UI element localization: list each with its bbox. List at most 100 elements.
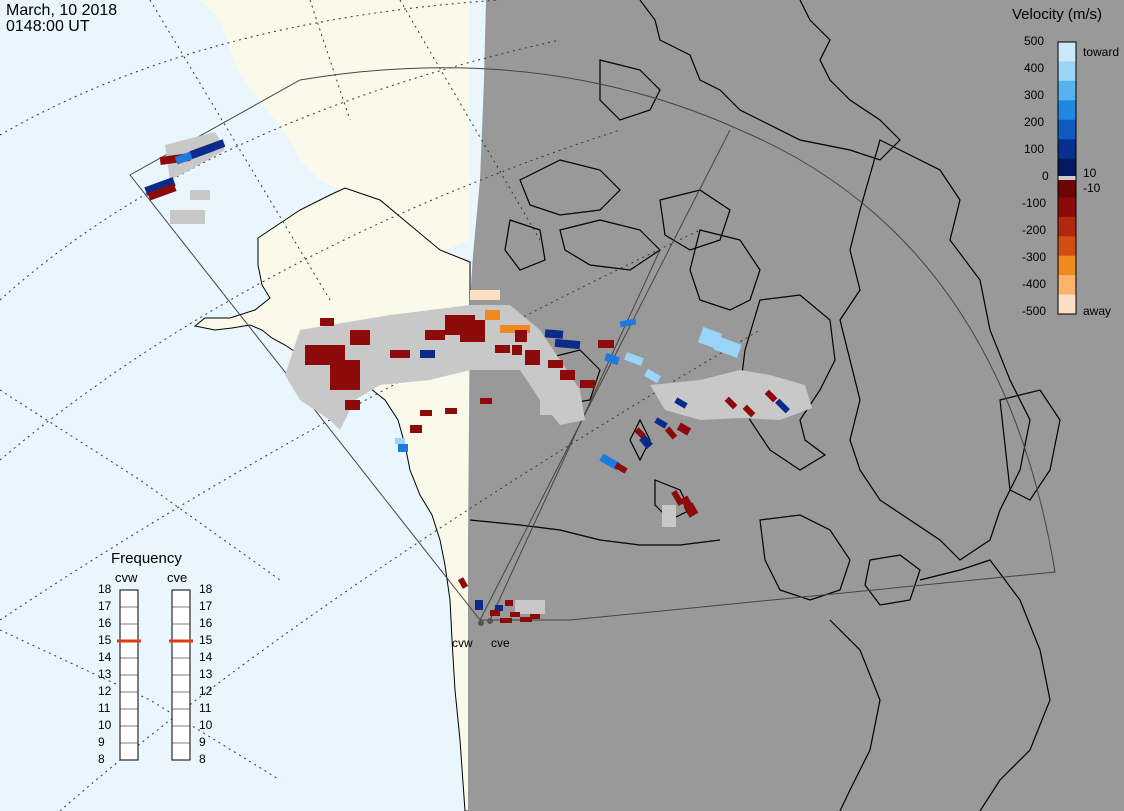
radar-sites [478,618,493,626]
velocity-colorbar [1057,41,1077,315]
velocity-tick-label: 200 [1024,115,1045,129]
frequency-tick-label: 15 [199,633,213,647]
velocity-cell [144,177,176,196]
frequency-tick-label: 9 [98,735,105,749]
frequency-tick-label: 13 [98,667,112,681]
velocity-cell [320,318,334,326]
velocity-cell [544,329,564,339]
velocity-cell [420,350,435,358]
velocity-cell [604,352,620,366]
toward-label: toward [1083,45,1120,59]
velocity-cell [639,434,653,450]
velocity-legend-title: Velocity (m/s) [1012,6,1103,23]
velocity-cell [505,600,513,606]
velocity-cell [485,310,500,320]
velocity-cell [580,380,595,388]
frequency-tick-label: 8 [98,752,105,766]
cve-radar-label: cve [167,570,188,585]
cve-frequency-marker [169,639,193,643]
velocity-cell [189,139,226,159]
velocity-cell [676,422,692,436]
coastlines-night [469,0,1061,811]
velocity-cell [395,438,405,444]
velocity-cell [390,350,410,358]
velocity-cell [634,427,646,439]
velocity-color-step [1058,275,1076,296]
velocity-cell [350,330,370,345]
velocity-tick-label: -500 [1022,304,1047,318]
velocity-cell [764,389,778,403]
velocity-cells [144,139,790,623]
velocity-cell [525,350,540,365]
velocity-cell [515,330,527,342]
velocity-cell [495,605,503,611]
velocity-tick-label: 500 [1024,34,1045,48]
velocity-cell [460,320,485,342]
velocity-color-step [1058,42,1076,62]
date-label: March, 10 2018 [6,2,118,19]
velocity-tick-label: -200 [1022,223,1047,237]
cvw-frequency-marker [117,639,141,643]
velocity-tick-label: 300 [1024,88,1045,102]
cve-site-marker [487,618,493,624]
velocity-cell [490,610,500,616]
frequency-legend-graphic [117,589,193,761]
velocity-cell [500,325,530,333]
velocity-cell [420,410,432,416]
velocity-cell [330,360,360,390]
velocity-tick-label: 0 [1042,169,1049,183]
frequency-tick-label: 18 [199,582,213,596]
frequency-tick-label: 16 [199,616,213,630]
velocity-cell [614,462,628,474]
cve-frequency-bar [169,589,193,761]
velocity-color-step [1058,178,1076,198]
velocity-cell [624,352,644,366]
frequency-tick-label: 15 [98,633,112,647]
velocity-cell [554,338,581,350]
velocity-tick-label: 10 [1083,166,1097,180]
velocity-cell [410,425,422,433]
frequency-tick-label: 12 [199,684,213,698]
velocity-cell [713,336,742,358]
velocity-cell [548,360,563,368]
velocity-cell [654,417,668,429]
frequency-tick-label: 16 [98,616,112,630]
velocity-cell [742,404,756,418]
velocity-cell [671,490,684,506]
velocity-cell [457,577,469,589]
velocity-color-step [1058,119,1076,140]
away-label: away [1083,304,1112,318]
velocity-cell [619,318,637,328]
velocity-tick-label: -100 [1022,196,1047,210]
velocity-cell [683,502,699,518]
velocity-color-step [1058,80,1076,101]
frequency-tick-label: 14 [199,650,213,664]
cvw-site-marker [478,620,484,626]
frequency-tick-label: 18 [98,582,112,596]
velocity-tick-label: -300 [1022,250,1047,264]
velocity-cell [470,290,500,300]
frequency-tick-label: 11 [199,701,212,715]
frequency-tick-label: 8 [199,752,206,766]
velocity-cell [560,370,575,380]
frequency-tick-label: 9 [199,735,206,749]
velocity-color-step [1058,294,1076,315]
frequency-tick-label: 10 [98,718,112,732]
velocity-cell [147,183,177,201]
velocity-cell [598,340,614,348]
velocity-cell [664,426,678,440]
velocity-cell [530,614,540,619]
velocity-cell [644,368,661,384]
velocity-cell [495,345,510,353]
frequency-tick-label: 11 [98,701,111,715]
velocity-cell [425,330,445,340]
velocity-cell [520,617,532,622]
velocity-cell [445,408,457,414]
velocity-zero-band [1058,176,1076,180]
velocity-color-step [1058,216,1076,237]
velocity-cell [775,398,790,414]
velocity-cell [480,398,492,404]
frequency-tick-label: 14 [98,650,112,664]
velocity-cell [475,600,483,610]
frequency-tick-label: 12 [98,684,112,698]
